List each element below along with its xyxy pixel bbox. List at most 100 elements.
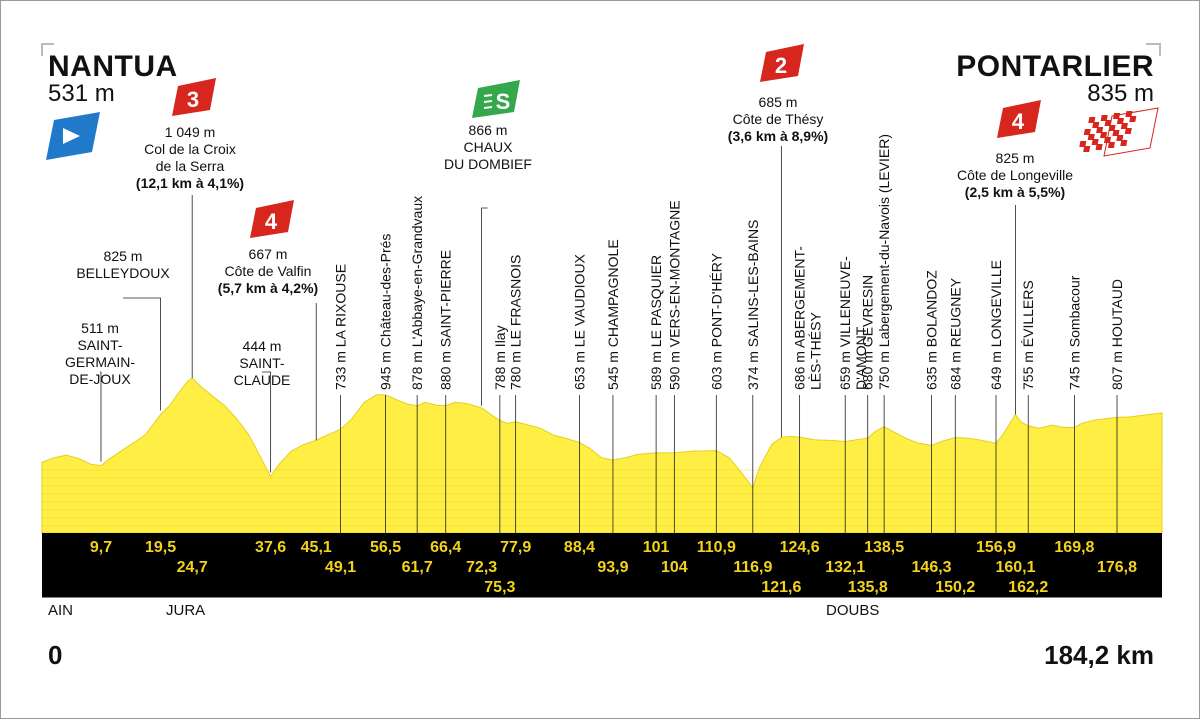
label-line: BELLEYDOUX <box>76 265 170 281</box>
place-label-vertical: 745 m Sombacour <box>1066 275 1082 390</box>
climb-stats: (5,7 km à 4,2%) <box>217 280 319 296</box>
climb-stats: (12,1 km à 4,1%) <box>135 175 245 191</box>
region-jura: JURA <box>166 602 206 619</box>
place-label-horizontal: 825 m BELLEYDOUX <box>76 248 169 282</box>
climb-category: 3 <box>187 87 199 112</box>
label-line: 511 m <box>81 320 119 336</box>
km-mark-label: 156,9 <box>976 539 1016 556</box>
finish-flag-icon <box>1079 107 1159 157</box>
place-label-vertical: 750 m Labergement-du-Navois (LEVIER) <box>876 134 892 390</box>
sprint-leader-line <box>481 207 488 406</box>
place-label-vertical: 878 m L'Abbaye-en-Grandvaux <box>409 196 425 390</box>
km-mark-label: 75,3 <box>484 579 515 596</box>
climb-category-badge: 4 <box>997 100 1041 138</box>
climb-label: 1 049 m Col de la Croix de la Serra (12,1 k… <box>136 124 244 192</box>
climb-category-badge: 4 <box>250 200 294 238</box>
place-label-vertical: 545 m CHAMPAGNOLE <box>605 239 621 390</box>
place-label-vertical: 945 m Château-des-Prés <box>378 234 394 390</box>
km-mark-label: 169,8 <box>1054 539 1094 556</box>
km-mark-label: 104 <box>661 559 688 576</box>
place-label-vertical: 649 m LONGEVILLE <box>988 260 1004 390</box>
label-line: Côte de Longeville <box>957 167 1073 183</box>
place-leader-line <box>123 297 161 411</box>
km-mark-label: 176,8 <box>1097 559 1137 576</box>
km-mark-label: 61,7 <box>402 559 433 576</box>
sprint-label: S <box>496 89 511 114</box>
place-leader-line <box>100 371 102 462</box>
climb-label: 685 m Côte de Thésy (3,6 km à 8,9%) <box>728 94 828 145</box>
region-doubs: DOUBS <box>826 602 880 619</box>
sprint-place-label: 866 m CHAUX DU DOMBIEF <box>444 122 532 173</box>
distance-start: 0 <box>48 640 63 670</box>
place-label-vertical: 374 m SALINS-LES-BAINS <box>745 220 761 390</box>
elevation-profile <box>41 146 1163 534</box>
km-mark-label: 138,5 <box>864 539 904 556</box>
climb-label: 667 m Côte de Valfin (5,7 km à 4,2%) <box>218 246 318 297</box>
climb-label: 825 m Côte de Longeville (2,5 km à 5,5%) <box>957 150 1073 201</box>
km-mark-label: 19,5 <box>145 539 176 556</box>
km-mark-label: 88,4 <box>564 539 595 556</box>
km-mark-label: 101 <box>643 539 670 556</box>
label-line: de la Serra <box>155 158 225 174</box>
label-line: CHAUX <box>463 139 513 155</box>
label-line: 685 m <box>758 94 798 110</box>
km-mark-label: 146,3 <box>912 559 952 576</box>
finish-town: PONTARLIER <box>956 50 1154 83</box>
start-flag-icon <box>46 112 100 160</box>
place-label-vertical: 635 m BOLANDOZ <box>924 270 940 390</box>
label-line: 444 m <box>242 338 282 354</box>
label-line: 1 049 m <box>164 124 216 140</box>
climb-category: 2 <box>775 53 787 78</box>
corner-bracket <box>41 43 54 56</box>
label-line: 825 m <box>995 150 1035 166</box>
region-ain: AIN <box>48 602 74 619</box>
km-mark-label: 77,9 <box>500 539 531 556</box>
km-mark-label: 135,8 <box>848 579 888 596</box>
km-mark-label: 132,1 <box>825 559 865 576</box>
climb-stats: (2,5 km à 5,5%) <box>964 184 1066 200</box>
place-leader-line <box>262 371 272 473</box>
finish-altitude: 835 m <box>1087 80 1154 107</box>
place-label-vertical: 807 m HOUTAUD <box>1109 279 1125 390</box>
place-label-vertical: 788 m Ilay <box>492 325 508 390</box>
place-label-vertical: 755 m ÉVILLERS <box>1020 280 1036 390</box>
place-label-vertical: 684 m REUGNEY <box>947 277 963 390</box>
km-mark-label: 116,9 <box>733 559 772 576</box>
sprint-badge: S <box>472 80 520 118</box>
label-line: DE-JOUX <box>69 371 131 387</box>
place-label-vertical: 603 m PONT-D'HÉRY <box>708 252 724 390</box>
label-line: Côte de Thésy <box>732 111 824 127</box>
place-label-vertical: 653 m LE VAUDIOUX <box>572 253 588 390</box>
km-mark-label: 150,2 <box>935 579 975 596</box>
km-mark-label: 121,6 <box>761 579 801 596</box>
label-line: 667 m <box>248 246 288 262</box>
km-mark-label: 124,6 <box>780 539 820 556</box>
km-mark-label: 162,2 <box>1008 579 1048 596</box>
climb-stats: (3,6 km à 8,9%) <box>727 128 829 144</box>
label-line: Col de la Croix <box>144 141 236 157</box>
km-mark-label: 24,7 <box>177 559 208 576</box>
marker-lines <box>100 146 1118 533</box>
label-line: DU DOMBIEF <box>444 156 532 172</box>
climb-category: 4 <box>1012 109 1025 134</box>
label-line: SAINT- <box>239 355 285 371</box>
label-line: Côte de Valfin <box>224 263 312 279</box>
km-mark-label: 110,9 <box>697 539 736 556</box>
place-label-vertical: 590 m VERS-EN-MONTAGNE <box>666 200 682 390</box>
corner-bracket <box>1146 43 1161 56</box>
km-mark-label: 72,3 <box>466 559 497 576</box>
place-label-horizontal: 444 m SAINT- CLAUDE <box>234 338 291 389</box>
km-mark-label: 49,1 <box>325 559 356 576</box>
km-mark-label: 56,5 <box>370 539 401 556</box>
distance-total: 184,2 km <box>1044 640 1154 670</box>
km-mark-label: 45,1 <box>301 539 332 556</box>
climb-category-badge: 3 <box>172 78 216 116</box>
label-line: CLAUDE <box>233 372 291 388</box>
place-label-vertical: 686 m ABERGEMENT-LÈS-THÉSY <box>792 246 824 390</box>
label-line: SAINT- <box>77 337 123 353</box>
km-band <box>42 533 1162 597</box>
climb-category: 4 <box>265 209 278 234</box>
place-label-vertical: 659 m VILLENEUVE-D'AMONT <box>837 256 869 390</box>
km-mark-label: 66,4 <box>430 539 461 556</box>
